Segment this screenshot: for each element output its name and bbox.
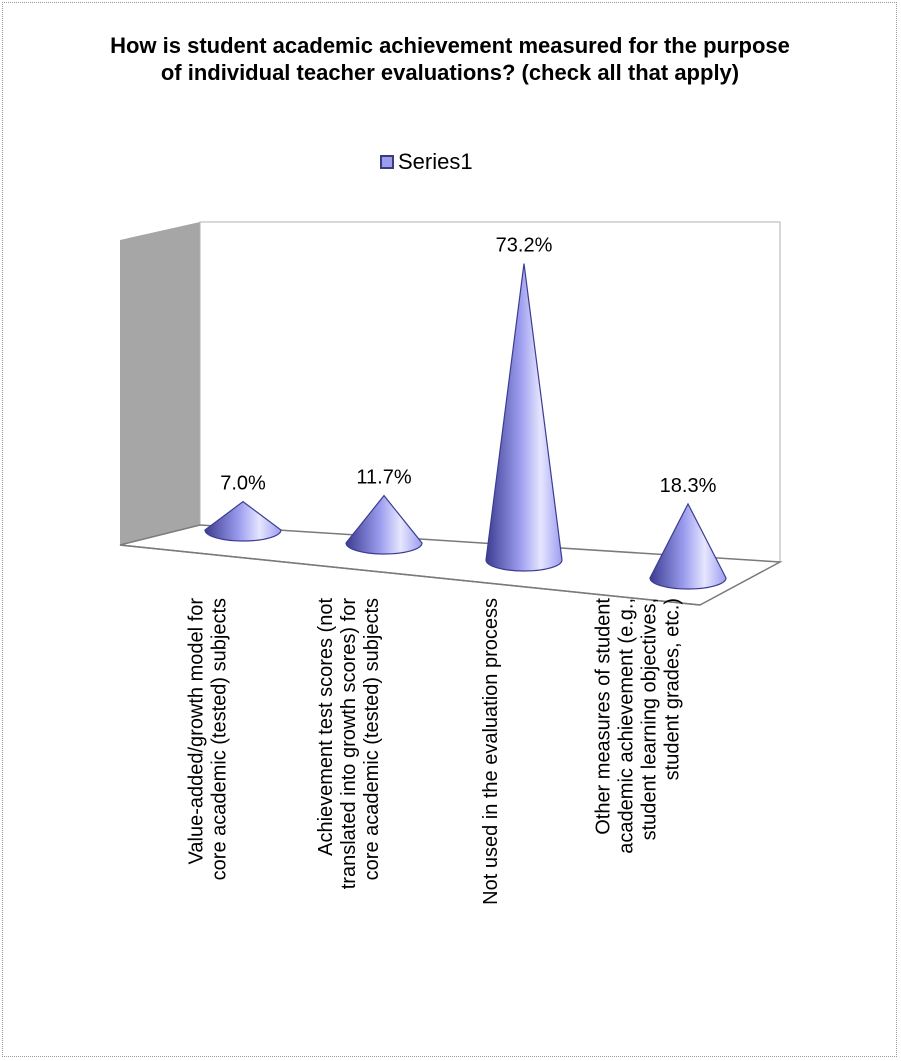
floor-front-edge [119,544,701,606]
value-label-2: 11.7% [356,467,411,489]
chart-title: How is student academic achievement meas… [110,33,790,85]
cones [204,263,727,590]
cone-body-3 [485,263,563,572]
cone-4 [649,502,727,590]
category-label-line: core academic (tested) subjects [361,598,383,880]
value-labels: 7.0% 11.7% 73.2% 18.3% [220,235,716,497]
category-label-line: student learning objectives, [639,598,661,840]
cone-body-2 [345,494,423,555]
category-label-line: Achievement test scores (not [315,598,337,856]
category-label-line: Other measures of student [593,598,615,835]
side-wall [120,222,200,545]
value-label-3: 73.2% [496,235,553,257]
category-label-line: academic achievement (e.g., [616,598,638,854]
cone-body-1 [204,500,282,542]
category-label-1: Value-added/growth model forcore academi… [186,598,231,881]
cone-3 [485,263,563,572]
legend: Series1 [380,147,473,177]
category-label-line: core academic (tested) subjects [209,598,231,880]
legend-label-series1: Series1 [398,149,473,174]
cone-body-4 [649,502,727,590]
value-label-1: 7.0% [220,473,266,495]
category-label-line: Value-added/growth model for [186,598,208,865]
cone-2 [345,494,423,555]
value-label-4: 18.3% [660,475,717,497]
category-label-3: Not used in the evaluation process [480,598,502,905]
category-label-line: student grades, etc.) [662,598,684,780]
category-labels: Value-added/growth model forcore academi… [186,598,684,905]
category-label-4: Other measures of studentacademic achiev… [593,598,684,854]
category-label-line: Not used in the evaluation process [480,598,502,905]
legend-swatch [380,155,394,169]
category-label-2: Achievement test scores (nottranslated i… [315,598,383,890]
category-label-line: translated into growth scores) for [338,598,360,890]
cone-1 [204,500,282,542]
back-wall [199,221,781,563]
